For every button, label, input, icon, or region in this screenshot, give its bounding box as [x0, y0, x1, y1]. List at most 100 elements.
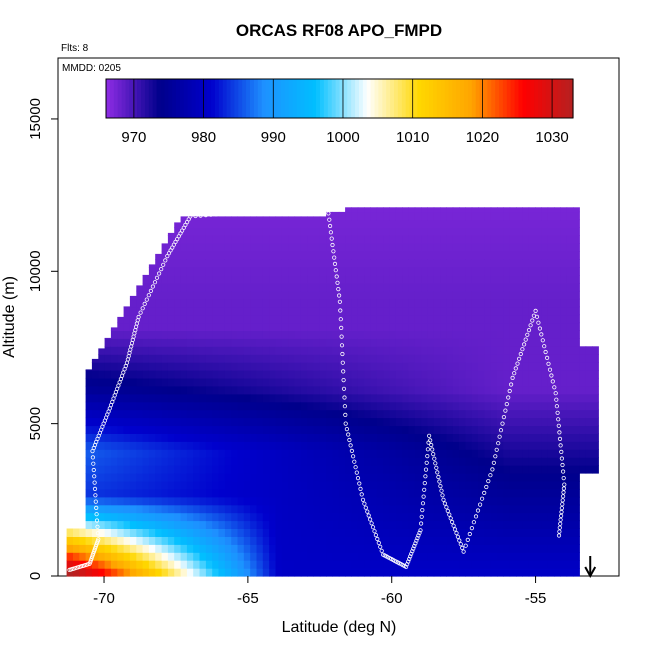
field-cell — [250, 449, 258, 458]
colorbar-segment — [226, 79, 232, 118]
field-cell — [478, 314, 485, 324]
y-tick-label: 5000 — [27, 407, 44, 440]
field-cell — [402, 401, 409, 411]
field-cell — [383, 298, 390, 308]
field-cell — [256, 441, 264, 450]
field-cell — [243, 227, 251, 236]
field-cell — [585, 377, 593, 387]
field-cell — [351, 211, 359, 221]
track-point — [359, 492, 364, 497]
field-cell — [516, 425, 523, 434]
field-cell — [313, 552, 321, 561]
field-cell — [528, 306, 536, 316]
field-cell — [459, 473, 466, 482]
field-cell — [250, 473, 258, 482]
track-point — [533, 308, 538, 313]
field-cell — [478, 409, 485, 419]
field-cell — [91, 520, 99, 529]
field-cell — [351, 552, 359, 561]
field-cell — [389, 417, 397, 427]
field-cell — [528, 377, 536, 387]
field-cell — [262, 520, 270, 529]
field-cell — [199, 251, 207, 260]
field-cell — [180, 216, 188, 220]
track-point — [327, 223, 333, 229]
field-cell — [193, 401, 201, 411]
field-cell — [579, 433, 587, 442]
field-cell — [389, 322, 397, 331]
field-cell — [383, 425, 390, 434]
field-cell — [376, 473, 384, 482]
field-cell — [117, 322, 125, 331]
field-cell — [364, 393, 371, 403]
field-cell — [560, 251, 568, 260]
field-cell — [243, 512, 251, 522]
field-cell — [573, 544, 580, 553]
field-cell — [218, 504, 226, 514]
field-cell — [535, 480, 542, 490]
field-cell — [256, 496, 264, 506]
field-cell — [288, 259, 296, 268]
field-cell — [541, 449, 549, 458]
field-cell — [313, 243, 321, 252]
field-cell — [161, 488, 169, 498]
field-cell — [509, 330, 517, 339]
field-cell — [307, 377, 314, 387]
field-cell — [256, 536, 264, 545]
field-cell — [167, 417, 175, 427]
field-cell — [357, 354, 365, 363]
field-cell — [326, 441, 333, 450]
field-cell — [155, 267, 163, 276]
field-cell — [243, 290, 251, 300]
field-cell — [592, 385, 599, 395]
field-cell — [199, 433, 207, 442]
field-cell — [427, 275, 435, 284]
field-cell — [288, 370, 296, 379]
field-cell — [148, 504, 156, 514]
field-cell — [440, 544, 447, 553]
field-cell — [136, 362, 144, 371]
field-cell — [110, 327, 118, 331]
field-cell — [566, 417, 574, 427]
field-cell — [338, 568, 346, 577]
field-cell — [383, 362, 390, 371]
field-cell — [459, 409, 466, 419]
field-cell — [85, 441, 93, 450]
field-cell — [414, 290, 422, 300]
field-cell — [446, 377, 454, 387]
field-cell — [155, 441, 163, 450]
field-cell — [224, 298, 232, 308]
field-cell — [528, 417, 536, 427]
colorbar-segment — [432, 79, 438, 118]
field-cell — [528, 480, 536, 490]
field-cell — [446, 480, 454, 490]
field-cell — [142, 314, 150, 324]
field-cell — [288, 251, 296, 260]
field-cell — [237, 290, 245, 300]
field-cell — [332, 512, 340, 522]
field-cell — [471, 282, 479, 292]
field-cell — [237, 520, 245, 529]
field-cell — [193, 354, 201, 363]
field-cell — [167, 480, 175, 490]
field-cell — [262, 536, 270, 545]
field-cell — [250, 425, 258, 434]
field-cell — [123, 552, 131, 561]
field-cell — [566, 544, 574, 553]
field-cell — [573, 370, 580, 379]
field-cell — [313, 457, 321, 466]
field-cell — [205, 290, 213, 300]
field-cell — [414, 207, 422, 213]
field-cell — [319, 528, 327, 537]
field-cell — [440, 425, 447, 434]
field-cell — [535, 346, 542, 355]
field-cell — [193, 488, 201, 498]
field-cell — [142, 449, 150, 458]
field-cell — [471, 370, 479, 379]
field-cell — [212, 536, 220, 545]
field-cell — [452, 370, 460, 379]
field-cell — [421, 441, 428, 450]
field-cell — [471, 243, 479, 252]
field-cell — [155, 480, 163, 490]
field-cell — [218, 354, 226, 363]
